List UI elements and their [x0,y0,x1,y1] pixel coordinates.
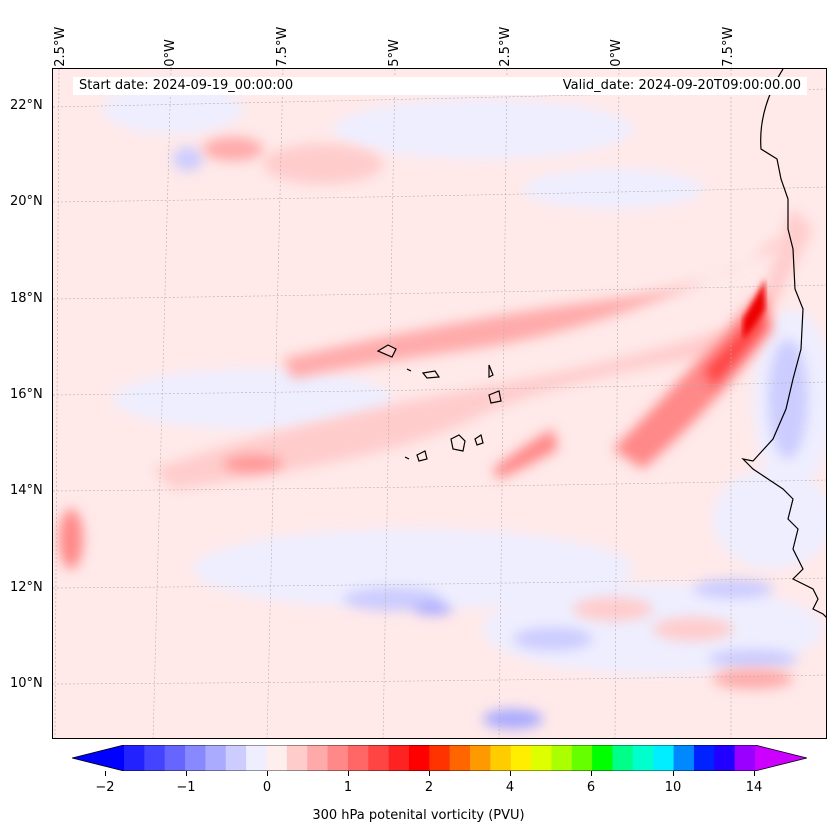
colorbar-tick-mark [348,771,349,776]
colorbar-segment [673,745,695,771]
colorbar-extend-min [72,745,124,771]
latitude-label: 12°N [10,580,43,595]
colorbar-tick-label: 2 [424,780,434,795]
colorbar-tick-label: 14 [745,780,763,795]
colorbar-segment [164,745,186,771]
colorbar-segment [205,745,227,771]
latitude-label: 18°N [10,291,43,306]
colorbar-tick-label: −1 [176,780,196,795]
positive-pv-areas [59,137,813,689]
colorbar-tick-mark [105,771,106,776]
start-date-label: Start date: 2024-09-19_00:00:00 [79,78,294,93]
pv-map [52,68,827,739]
colorbar-segment [734,745,756,771]
colorbar-tick-mark [429,771,430,776]
colorbar-segment [693,745,715,771]
latitude-label: 22°N [10,98,43,113]
colorbar-segment [246,745,267,771]
colorbar-tick-mark [754,771,755,776]
colorbar-tick-mark [267,771,268,776]
colorbar-segment [714,745,736,771]
colorbar-tick-mark [591,771,592,776]
colorbar-segment [592,745,614,771]
colorbar-extend-max [755,745,807,771]
date-info-bar: Start date: 2024-09-19_00:00:00 Valid_da… [73,77,807,95]
latitude-label: 14°N [10,483,43,498]
colorbar-segment [388,745,410,771]
latitude-label: 20°N [10,194,43,209]
colorbar-tick-mark [510,771,511,776]
latitude-label: 16°N [10,387,43,402]
colorbar-tick-mark [673,771,674,776]
colorbar-tick-mark [186,771,187,776]
colorbar-tick-label: −2 [95,780,115,795]
colorbar-tick-label: 6 [586,780,596,795]
colorbar-segment [266,745,288,771]
colorbar-segment [531,745,552,771]
colorbar-segment [307,745,329,771]
colorbar-segment [571,745,593,771]
colorbar-segment [408,745,430,771]
graticule [53,69,826,738]
colorbar-segment [612,745,634,771]
colorbar-tick-label: 4 [505,780,515,795]
colorbar-segment [470,745,491,771]
colorbar-label: 300 hPa potenital vorticity (PVU) [312,808,525,823]
valid-date-label: Valid_date: 2024-09-20T09:00:00.00 [562,78,801,93]
colorbar-segment [225,745,247,771]
colorbar-segment [185,745,206,771]
colorbar-segment [653,745,675,771]
colorbar-tick-label: 1 [343,780,353,795]
colorbar-segment [429,745,451,771]
colorbar-segment [144,745,166,771]
colorbar-segment [449,745,471,771]
colorbar-tick-label: 10 [664,780,682,795]
colorbar [72,745,807,771]
colorbar-segment [286,745,308,771]
coastline [376,69,826,618]
colorbar-segment [490,745,512,771]
pv-field [53,69,826,738]
colorbar-segment [347,745,369,771]
latitude-label: 10°N [10,676,43,691]
colorbar-segment [327,745,349,771]
colorbar-segment [632,745,654,771]
colorbar-segment [368,745,390,771]
colorbar-segment [510,745,532,771]
colorbar-tick-label: 0 [262,780,272,795]
colorbar-segment [551,745,573,771]
colorbar-segment [124,745,145,771]
